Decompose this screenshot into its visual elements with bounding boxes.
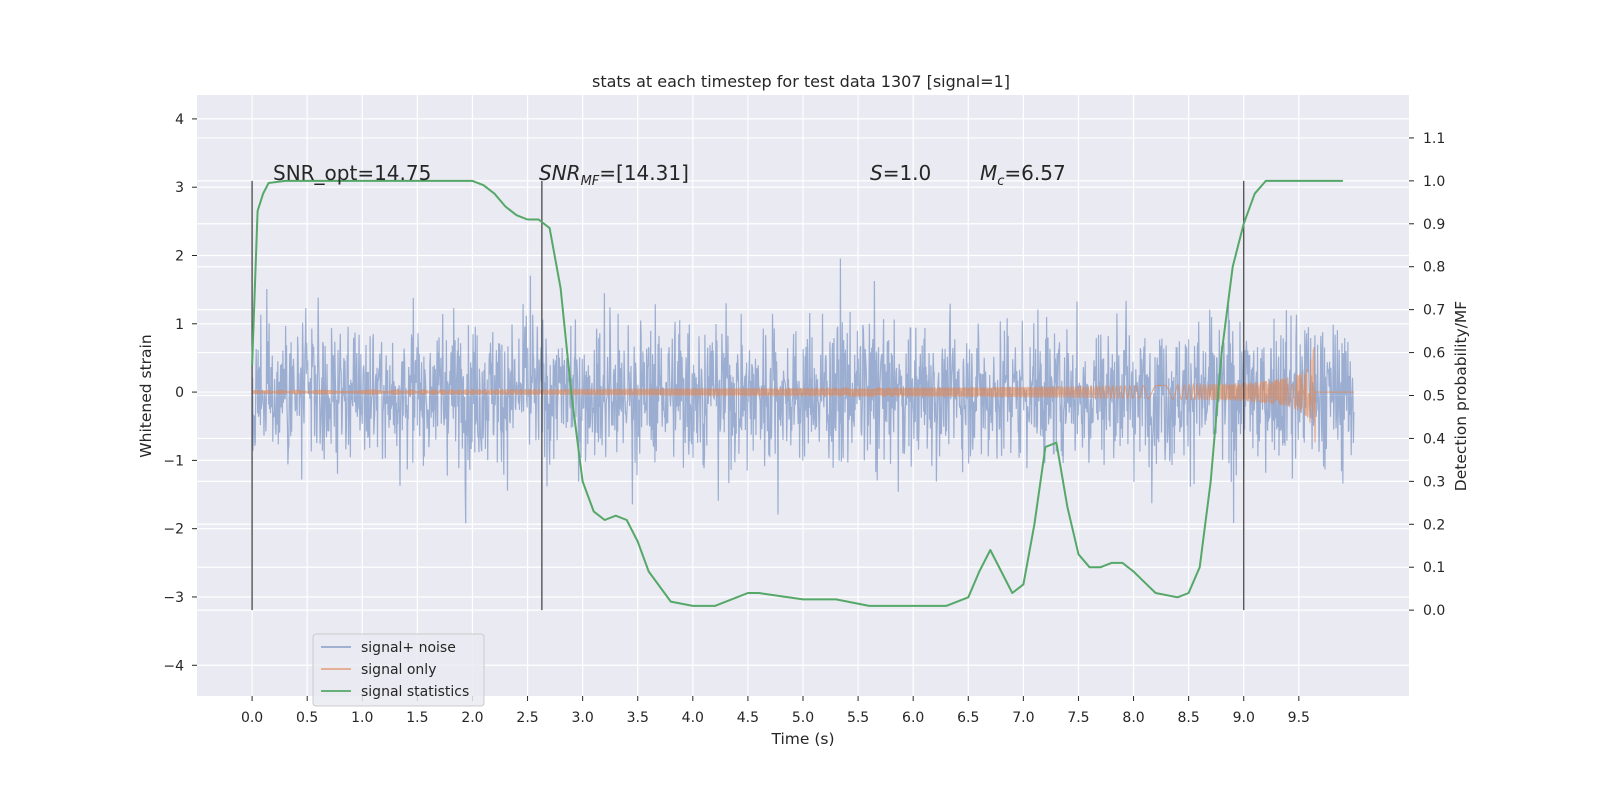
left-y-axis-ticks: −4 −3 −2 −1 0 1 2 3 4	[163, 112, 197, 674]
annotation-mc-sub: c	[997, 174, 1004, 189]
annotations: SNR_opt=14.75 SNRMF=[14.31] S=1.0 Mc=6.5…	[273, 161, 1066, 189]
x-tick-label: 1.0	[351, 710, 373, 726]
y-right-tick-label: 0.1	[1423, 560, 1445, 576]
x-tick-label: 0.0	[241, 710, 263, 726]
x-tick-label: 6.0	[902, 710, 924, 726]
y-left-tick-label: 4	[175, 112, 184, 128]
annotation-snr-mf-value: =[14.31]	[599, 161, 689, 185]
signal-only-line	[251, 347, 1354, 443]
x-tick-label: 7.0	[1012, 710, 1034, 726]
annotation-snr-mf-sub: MF	[581, 174, 600, 189]
y-left-tick-label: 3	[175, 180, 184, 196]
x-tick-label: 2.5	[516, 710, 538, 726]
x-tick-label: 8.5	[1178, 710, 1200, 726]
y-right-tick-label: 0.2	[1423, 517, 1445, 533]
y-left-tick-label: −1	[163, 453, 184, 469]
left-y-axis-title: Whitened strain	[137, 334, 155, 457]
annotation-s: S=1.0	[870, 161, 931, 185]
annotation-snr-mf-main: SNR	[539, 161, 581, 185]
annotation-snr-opt: SNR_opt=14.75	[273, 161, 431, 185]
y-left-tick-label: 0	[175, 385, 184, 401]
y-right-tick-label: 0.5	[1423, 389, 1445, 405]
x-tick-label: 0.5	[296, 710, 318, 726]
annotation-mc-main: M	[980, 161, 997, 185]
y-right-tick-label: 0.4	[1423, 431, 1445, 447]
x-tick-label: 5.5	[847, 710, 869, 726]
y-left-tick-label: 1	[175, 317, 184, 333]
vertical-markers	[251, 180, 1245, 611]
y-right-tick-label: 1.1	[1423, 131, 1445, 147]
x-tick-label: 4.0	[682, 710, 704, 726]
chart-title: stats at each timestep for test data 130…	[592, 72, 1010, 91]
legend: signal+ noise signal only signal statist…	[312, 633, 485, 707]
x-axis-title: Time (s)	[770, 730, 834, 748]
y-left-tick-label: −2	[163, 522, 184, 538]
x-tick-label: 5.0	[792, 710, 814, 726]
x-axis-ticks: 0.0 0.5 1.0 1.5 2.0 2.5 3.0 3.5 4.0 4.5 5.0 5.5 6.0 6…	[241, 696, 1310, 726]
signal-plus-noise-series	[251, 258, 1355, 524]
legend-label-signal-statistics: signal statistics	[361, 684, 469, 700]
x-tick-label: 3.5	[627, 710, 649, 726]
right-y-axis-ticks: 0.0 0.1 0.2 0.3 0.4 0.5 0.6 0.7 0.8 0.9 1.0 1.1	[1409, 131, 1445, 619]
legend-box	[312, 633, 485, 707]
signal-only-series	[251, 347, 1354, 443]
annotation-mc: Mc=6.57	[980, 161, 1066, 189]
y-right-tick-label: 0.7	[1423, 303, 1445, 319]
y-left-tick-label: −4	[163, 658, 184, 674]
annotation-snr-mf: SNRMF=[14.31]	[539, 161, 689, 189]
x-tick-label: 8.0	[1122, 710, 1144, 726]
y-right-tick-label: 0.6	[1423, 346, 1445, 362]
annotation-mc-value: =6.57	[1004, 161, 1065, 185]
x-tick-label: 2.0	[461, 710, 483, 726]
signal-statistics-line	[251, 179, 1343, 607]
x-tick-label: 4.5	[737, 710, 759, 726]
x-tick-label: 6.5	[957, 710, 979, 726]
right-y-axis-title: Detection probability/MF	[1452, 301, 1470, 492]
x-tick-label: 7.5	[1067, 710, 1089, 726]
y-right-tick-label: 0.9	[1423, 217, 1445, 233]
x-tick-label: 3.0	[572, 710, 594, 726]
legend-label-signal-plus-noise: signal+ noise	[361, 640, 456, 656]
y-right-tick-label: 0.3	[1423, 474, 1445, 490]
x-tick-label: 9.5	[1288, 710, 1310, 726]
y-right-tick-label: 0.0	[1423, 603, 1445, 619]
annotation-s-value: =1.0	[883, 161, 932, 185]
y-left-tick-label: 2	[175, 248, 184, 264]
y-right-tick-label: 1.0	[1423, 174, 1445, 190]
x-tick-label: 1.5	[406, 710, 428, 726]
y-left-tick-label: −3	[163, 590, 184, 606]
signal-plus-noise-line	[251, 258, 1355, 524]
annotation-s-main: S	[870, 161, 883, 185]
y-right-tick-label: 0.8	[1423, 260, 1445, 276]
x-tick-label: 9.0	[1233, 710, 1255, 726]
signal-statistics-series	[251, 179, 1343, 607]
legend-label-signal-only: signal only	[361, 662, 436, 678]
